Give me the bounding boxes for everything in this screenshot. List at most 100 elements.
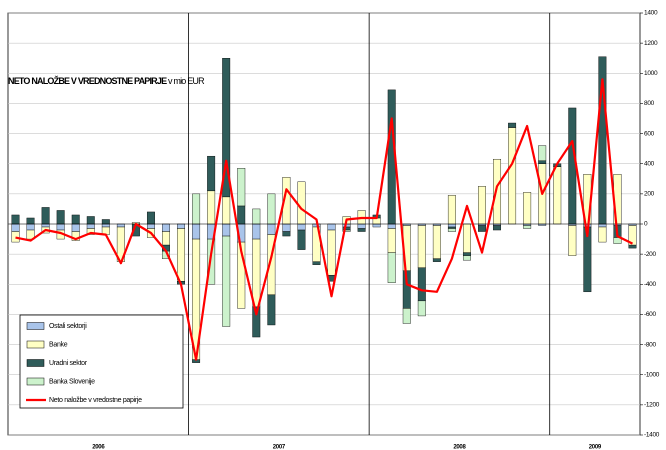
bar-segment: [387, 223, 396, 229]
bar-segment: [598, 226, 607, 243]
x-group-label: 2006: [92, 445, 105, 450]
y-tick-label: 1200: [644, 40, 658, 47]
bar-segment: [357, 223, 366, 229]
bar-segment: [327, 223, 336, 231]
y-tick-label: -800: [644, 341, 656, 348]
bar-segment: [222, 223, 231, 237]
bar-segment: [432, 258, 441, 262]
y-tick-label: -1000: [644, 371, 660, 378]
bar-segment: [26, 223, 35, 231]
bar-segment: [357, 228, 366, 232]
legend-label: Neto naložbe v vredostne papirje: [49, 397, 142, 404]
bar-segment: [312, 261, 321, 265]
bar-segment: [538, 145, 547, 161]
bar-segment: [207, 155, 216, 192]
chart-title: NETO NALOŽBE V VREDNOSTNE PAPIRJE v mio …: [8, 75, 205, 86]
bar-segment: [523, 225, 532, 229]
bar-segment: [462, 255, 471, 261]
bar-segment: [177, 223, 186, 229]
x-group-label: 2009: [589, 445, 602, 450]
bar-segment: [447, 226, 456, 229]
bar-segment: [387, 228, 396, 253]
legend-swatch: [26, 377, 45, 386]
bar-segment: [41, 207, 50, 225]
bar-segment: [252, 208, 261, 225]
bar-segment: [553, 166, 562, 225]
bar-segment: [192, 193, 201, 225]
legend-label: Banke: [49, 341, 68, 348]
bar-segment: [162, 231, 170, 246]
bar-segment: [146, 211, 155, 225]
bar-segment: [252, 306, 261, 338]
bar-segment: [222, 58, 231, 198]
bar-segment: [508, 127, 517, 225]
y-tick-label: 400: [644, 160, 655, 167]
bar-segment: [86, 216, 95, 225]
y-tick-label: 0: [644, 221, 648, 228]
y-tick-label: 200: [644, 191, 655, 198]
bar-segment: [402, 308, 411, 324]
legend-label: Ostali sektorji: [49, 323, 87, 330]
bar-segment: [297, 223, 306, 231]
legend-swatch: [26, 359, 45, 367]
bar-segment: [478, 186, 486, 225]
bar-segment: [267, 223, 276, 235]
x-group-label: 2007: [273, 445, 286, 450]
bar-segment: [71, 214, 80, 225]
bar-segment: [462, 223, 471, 253]
bar-segment: [11, 214, 20, 225]
bar-segment: [613, 237, 622, 244]
bar-segment: [267, 294, 276, 326]
bar-segment: [568, 107, 577, 225]
bar-segment: [447, 195, 456, 225]
bar-segment: [146, 223, 155, 229]
y-tick-label: -1400: [644, 432, 660, 439]
bar-segment: [508, 122, 517, 128]
bar-segment: [387, 252, 396, 283]
bar-segment: [237, 205, 246, 225]
bar-segment: [101, 219, 110, 225]
bar-segment: [628, 244, 637, 249]
y-tick-label: 800: [644, 100, 655, 107]
bar-segment: [207, 190, 216, 225]
bar-segment: [26, 229, 35, 240]
subtitle: v mio EUR: [168, 76, 205, 86]
bar-segment: [56, 210, 65, 225]
bar-segment: [252, 238, 261, 308]
bar-segment: [598, 223, 607, 228]
bar-segment: [447, 223, 456, 228]
bar-segment: [222, 235, 231, 327]
bar-segment: [177, 228, 186, 282]
bar-segment: [11, 231, 20, 243]
bar-segment: [71, 231, 80, 241]
bar-segment: [101, 223, 110, 228]
y-tick-label: -200: [644, 251, 656, 258]
bar-segment: [282, 231, 291, 237]
bar-segment: [237, 168, 246, 207]
bar-segment: [478, 225, 486, 232]
x-group-label: 2008: [453, 445, 466, 450]
bar-segment: [86, 223, 95, 229]
bar-segment: [56, 223, 65, 231]
bar-segment: [267, 193, 276, 225]
bar-segment: [568, 225, 577, 256]
bar-segment: [192, 223, 201, 240]
y-tick-label: 600: [644, 130, 655, 137]
bar-segment: [237, 241, 246, 309]
bar-segment: [342, 229, 351, 232]
legend: Ostali sektorji Banke Uradni sektor Banka S…: [19, 314, 184, 409]
bar-segment: [162, 223, 170, 232]
bar-segment: [116, 223, 125, 228]
bar-segment: [432, 225, 441, 259]
bar-segment: [71, 223, 80, 232]
legend-swatch: [26, 322, 45, 330]
title: NETO NALOŽBE V VREDNOSTNE PAPIRJE: [8, 75, 167, 86]
bar-segment: [297, 229, 306, 250]
bar-segment: [523, 192, 532, 225]
bar-segment: [26, 217, 35, 225]
bar-segment: [372, 223, 381, 228]
y-tick-label: -1200: [644, 402, 660, 409]
bar-segment: [41, 223, 50, 228]
legend-swatch: [26, 340, 45, 349]
y-tick-label: -600: [644, 311, 656, 318]
